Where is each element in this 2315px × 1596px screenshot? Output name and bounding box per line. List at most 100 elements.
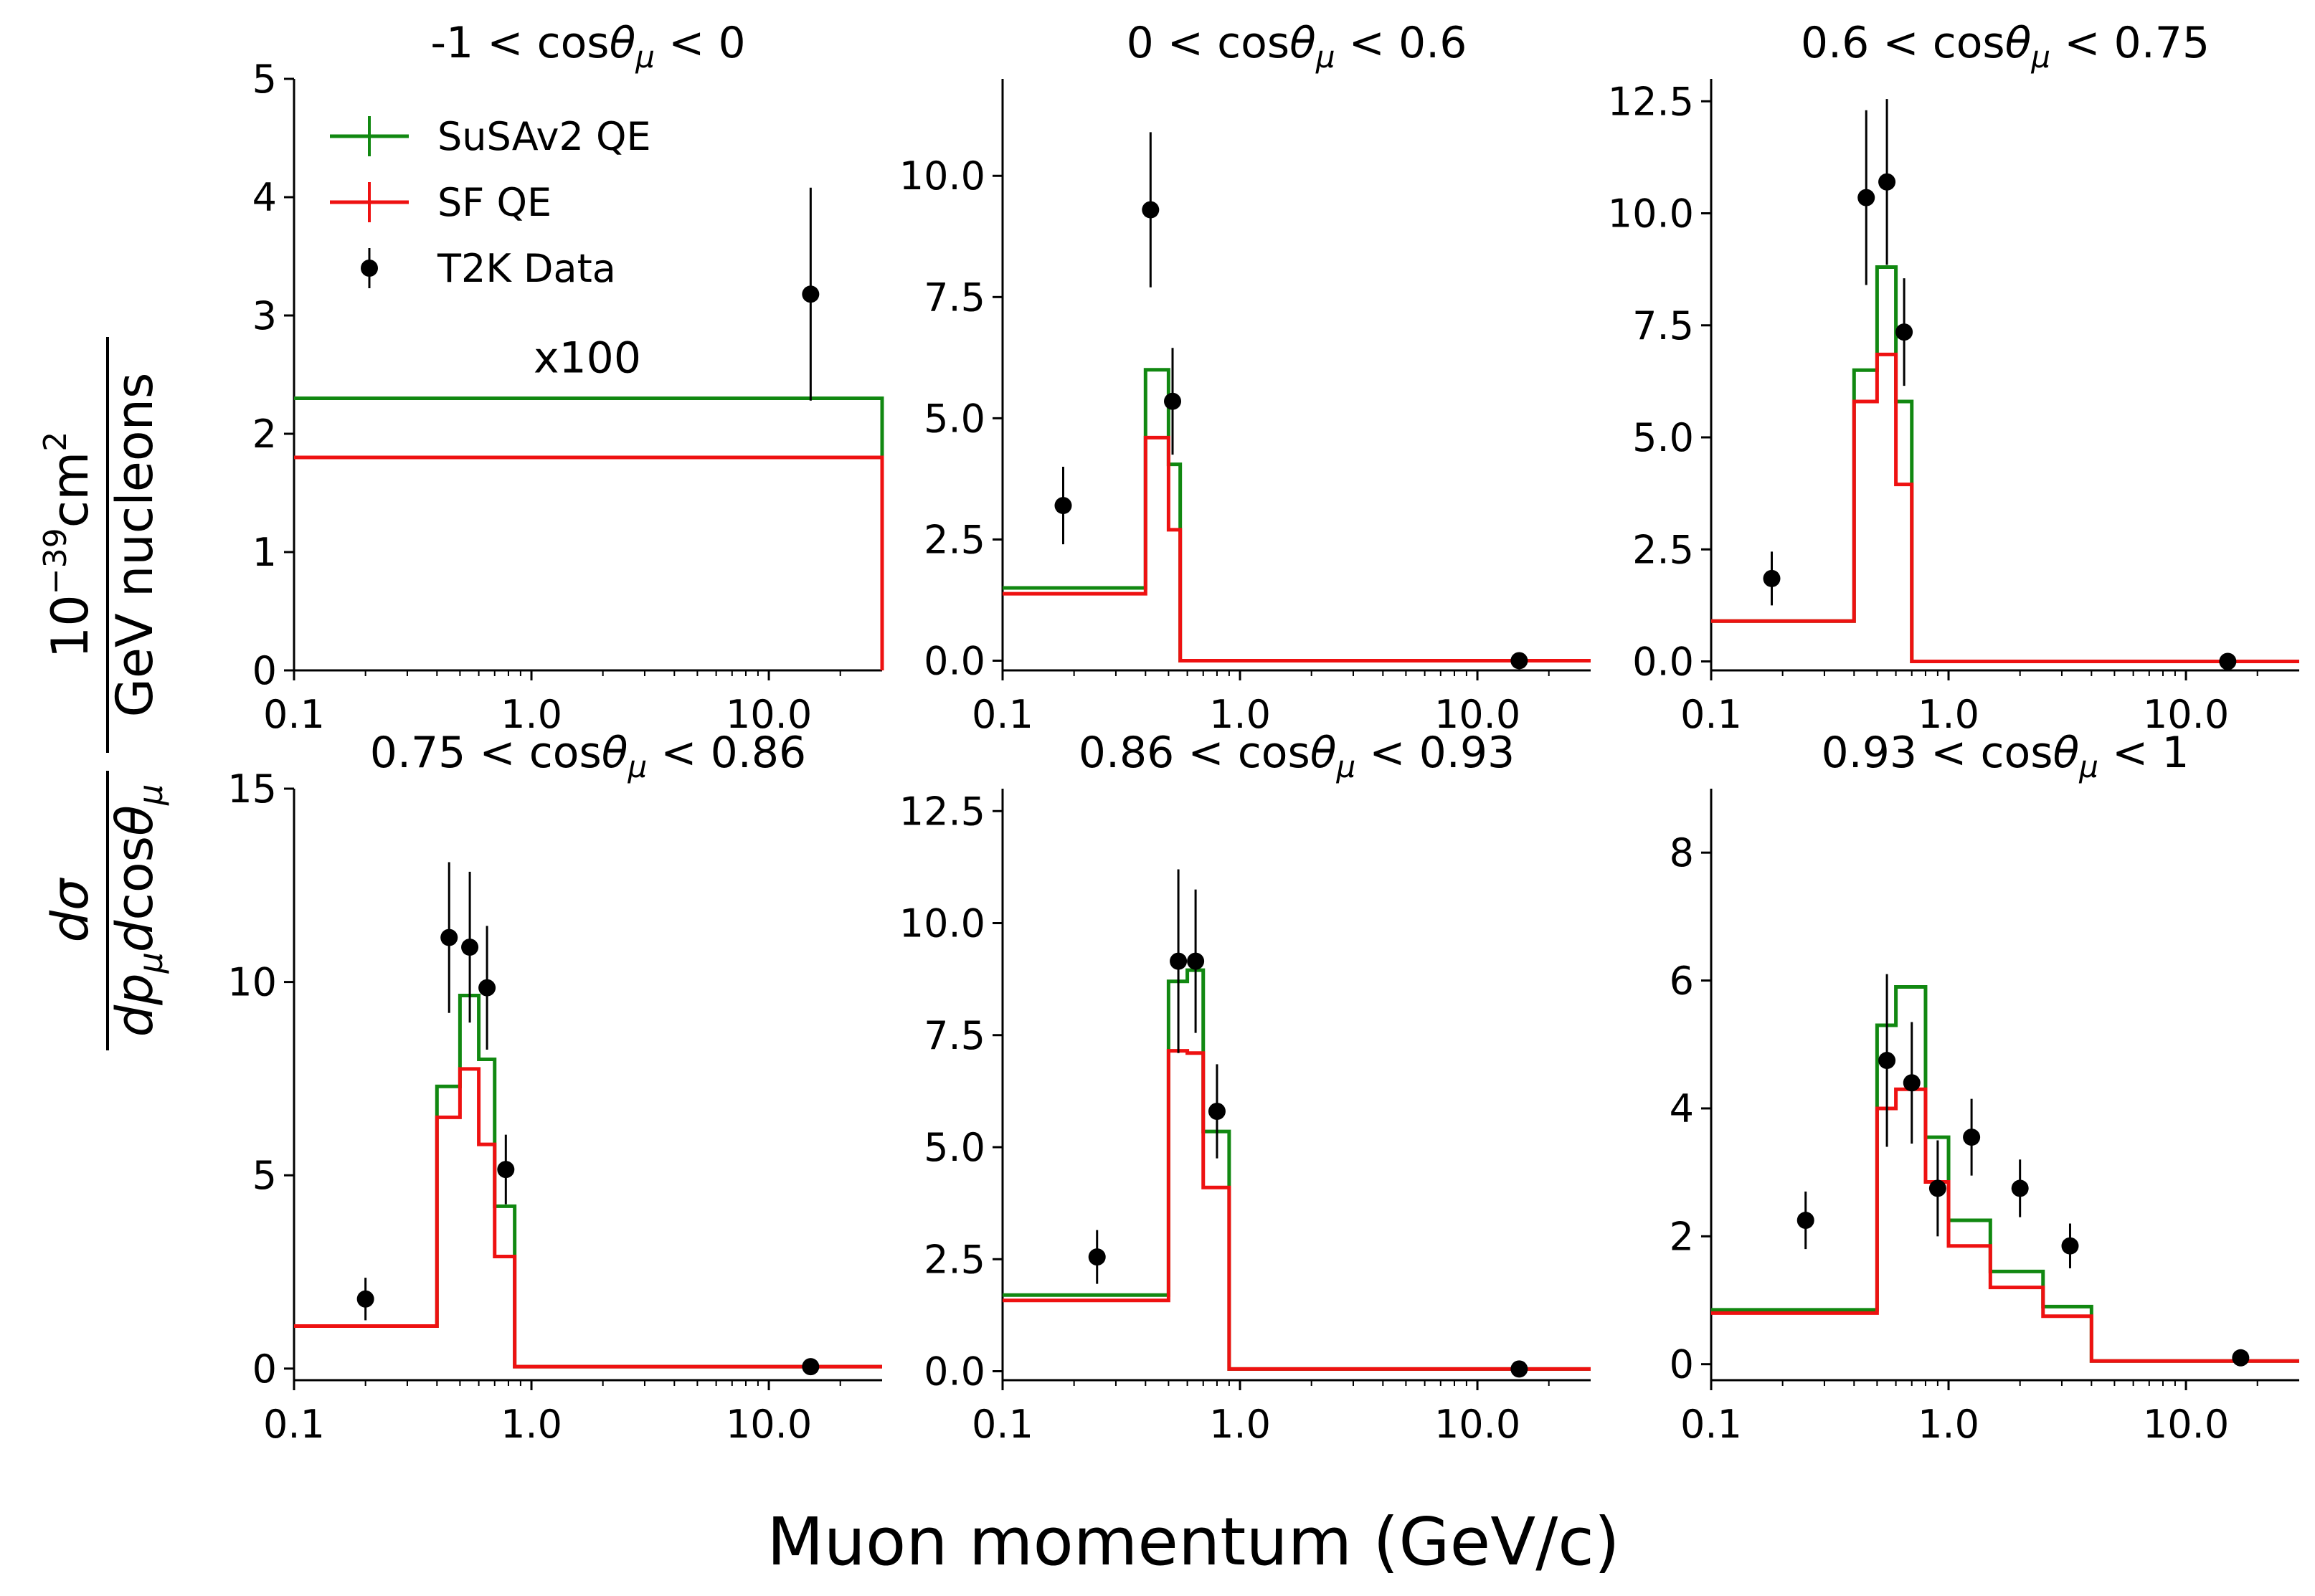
- x-tick-label: 1.0: [1918, 692, 1979, 737]
- data-point: [461, 939, 479, 956]
- data-point: [1208, 1103, 1226, 1120]
- data-point: [2219, 652, 2237, 670]
- data-point: [497, 1161, 515, 1179]
- y-tick-label: 10.0: [899, 901, 985, 946]
- legend-label: T2K Data: [437, 246, 616, 291]
- data-point: [1895, 323, 1913, 341]
- x-tick-label: 0.1: [972, 1402, 1033, 1447]
- y-tick-label: 12.5: [899, 789, 985, 834]
- data-point: [1170, 952, 1188, 970]
- data-point: [1054, 497, 1072, 515]
- y-tick-label: 2: [1670, 1214, 1694, 1259]
- y-tick-label: 0.0: [924, 638, 985, 683]
- y-unit-denominator: GeV nucleons: [105, 373, 164, 718]
- y-tick-label: 7.5: [924, 1013, 985, 1058]
- data-point: [1857, 189, 1875, 206]
- panel-title: 0 < cosθμ < 0.6: [1127, 18, 1467, 75]
- susav2-qe-line: [294, 396, 884, 670]
- susav2-qe-line: [1711, 265, 2299, 663]
- y-tick-label: 0: [252, 1346, 277, 1392]
- data-point: [2061, 1237, 2079, 1255]
- y-tick-label: 10: [227, 960, 277, 1005]
- y-tick-label: 2.5: [924, 1237, 985, 1282]
- panels: -1 < cosθμ < 0 0 1 2 3 4 5 0.1 1.0 10.0 x100 SuSAv2…: [227, 18, 2299, 1447]
- y-tick-label: 2.5: [924, 517, 985, 562]
- x-tick-label: 10.0: [1434, 1402, 1520, 1447]
- y-tick-label: 0.0: [924, 1349, 985, 1395]
- data-point: [1164, 392, 1182, 410]
- panel-3: 0.6 < cosθμ < 0.75 0.0 2.5 5.0 7.5 10.0 12.5 0.…: [1608, 18, 2299, 737]
- x-tick-label: 1.0: [1918, 1402, 1979, 1447]
- data-point: [1796, 1212, 1814, 1230]
- susav2-qe-line: [1711, 984, 2299, 1363]
- sf-qe-line: [294, 1067, 882, 1369]
- panel-1: -1 < cosθμ < 0 0 1 2 3 4 5 0.1 1.0 10.0 x100 SuSAv2…: [252, 18, 884, 737]
- data-point: [1963, 1129, 1981, 1146]
- x-tick-label: 1.0: [501, 1402, 562, 1447]
- y-tick-label: 6: [1670, 959, 1694, 1004]
- y-tick-label: 15: [227, 766, 277, 812]
- data-point: [478, 979, 496, 997]
- x-tick-label: 10.0: [726, 692, 812, 737]
- y-tick-label: 5.0: [924, 396, 985, 441]
- data-point: [1510, 652, 1528, 670]
- data-point: [1928, 1179, 1946, 1197]
- y-tick-label: 10.0: [1608, 191, 1694, 237]
- y-tick-label: 4: [1670, 1086, 1694, 1131]
- x-tick-label: 10.0: [1434, 692, 1520, 737]
- y-label-numerator: dσ: [41, 877, 100, 942]
- data-point: [802, 285, 820, 303]
- x-tick-label: 0.1: [1680, 692, 1742, 737]
- y-tick-label: 0.0: [1632, 640, 1694, 685]
- y-tick-label: 7.5: [924, 275, 985, 320]
- panel-2: 0 < cosθμ < 0.6 0.0 2.5 5.0 7.5 10.0 0.1 1.0 10.…: [899, 18, 1591, 737]
- y-tick-label: 5: [252, 1153, 277, 1198]
- data-point: [1878, 173, 1896, 191]
- legend-marker-swatch: [361, 260, 378, 277]
- y-tick-label: 1: [252, 530, 277, 575]
- panel-title: 0.75 < cosθμ < 0.86: [370, 728, 806, 784]
- x-tick-label: 0.1: [263, 1402, 325, 1447]
- panel-5: 0.86 < cosθμ < 0.93 0.0 2.5 5.0 7.5 10.0 12.5 0…: [899, 728, 1591, 1447]
- y-tick-label: 12.5: [1608, 79, 1694, 124]
- panel-6: 0.93 < cosθμ < 1 0 2 4 6 8 0.1 1.0 10.0: [1670, 728, 2299, 1447]
- y-axis-label: 10−39cm2 GeV nucleons dσ dpμdcosθμ: [37, 337, 170, 1050]
- data-point: [1903, 1074, 1921, 1092]
- y-tick-label: 3: [252, 293, 277, 338]
- y-tick-label: 5.0: [1632, 415, 1694, 460]
- x-tick-label: 0.1: [1680, 1402, 1742, 1447]
- data-point: [802, 1358, 820, 1376]
- x-tick-label: 10.0: [2143, 1402, 2229, 1447]
- data-point: [1088, 1248, 1106, 1266]
- x-axis-label: Muon momentum (GeV/c): [767, 1504, 1619, 1580]
- y-tick-label: 5.0: [924, 1125, 985, 1170]
- y-tick-label: 10.0: [899, 153, 985, 199]
- x-tick-label: 1.0: [501, 692, 562, 737]
- susav2-qe-line: [1003, 968, 1591, 1371]
- y-unit-numerator: 10−39cm2: [37, 432, 100, 659]
- sf-qe-line: [1711, 352, 2299, 663]
- y-tick-label: 4: [252, 175, 277, 220]
- y-tick-label: 8: [1670, 830, 1694, 875]
- x-tick-label: 1.0: [1209, 692, 1271, 737]
- panel-title: 0.93 < cosθμ < 1: [1821, 728, 2189, 784]
- x-tick-label: 10.0: [2143, 692, 2229, 737]
- data-point: [440, 928, 458, 946]
- y-label-denominator: dpμdcosθμ: [105, 784, 170, 1037]
- y-tick-label: 0: [252, 648, 277, 693]
- x-tick-label: 1.0: [1209, 1402, 1271, 1447]
- susav2-qe-line: [1003, 368, 1591, 662]
- data-point: [356, 1290, 374, 1308]
- y-tick-label: 5: [252, 57, 277, 102]
- legend: SuSAv2 QE SF QE T2K Data: [330, 114, 651, 291]
- legend-label: SF QE: [437, 180, 551, 225]
- data-point: [1142, 201, 1160, 219]
- x-tick-label: 0.1: [972, 692, 1033, 737]
- panel-title: 0.86 < cosθμ < 0.93: [1079, 728, 1515, 784]
- data-point: [1510, 1360, 1528, 1378]
- data-point: [2011, 1179, 2029, 1197]
- x-tick-label: 10.0: [726, 1402, 812, 1447]
- data-point: [1187, 952, 1205, 970]
- sf-qe-line: [1003, 1049, 1591, 1371]
